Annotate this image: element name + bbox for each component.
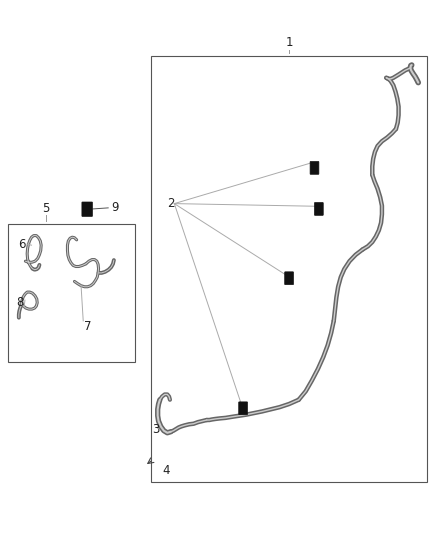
FancyBboxPatch shape (82, 202, 92, 216)
FancyBboxPatch shape (310, 161, 319, 174)
FancyBboxPatch shape (285, 272, 293, 285)
Text: 5: 5 (42, 203, 49, 215)
Text: 6: 6 (18, 238, 26, 251)
Text: 3: 3 (152, 423, 159, 435)
Text: 4: 4 (162, 464, 170, 477)
Text: 8: 8 (16, 296, 23, 309)
Text: 1: 1 (285, 36, 293, 49)
Bar (8, 224, 135, 362)
Text: 2: 2 (167, 197, 175, 210)
Text: 7: 7 (84, 320, 92, 333)
Bar (151, 56, 427, 482)
Text: 9: 9 (112, 201, 119, 214)
FancyBboxPatch shape (239, 402, 247, 415)
FancyBboxPatch shape (314, 203, 323, 215)
